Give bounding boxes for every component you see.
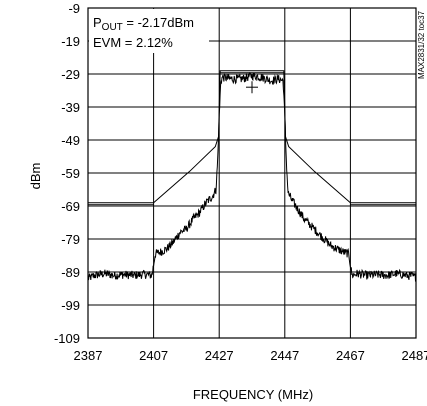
y-tick-label: -109 [54,331,80,346]
pout-annotation: POUT = -2.17dBm [93,15,194,33]
y-tick-labels: -9 -19 -29 -39 -49 -59 -69 -79 -89 -99 -109 [54,1,80,346]
x-tick-label: 2487 [402,348,427,363]
y-tick-label: -9 [68,1,80,16]
x-tick-labels: 2387 2407 2427 2447 2467 2487 [74,348,427,363]
y-tick-label: -49 [61,133,80,148]
y-tick-label: -59 [61,166,80,181]
y-tick-label: -99 [61,298,80,313]
x-tick-label: 2387 [74,348,103,363]
plot-area [87,70,417,282]
y-tick-label: -89 [61,265,80,280]
y-axis-title: dBm [28,163,43,190]
annotation-box: POUT = -2.17dBm EVM = 2.12% [93,15,194,50]
x-tick-label: 2407 [139,348,168,363]
spectrum-trace [87,72,417,282]
plot-frame [87,7,417,339]
annotation-backdrop [89,9,209,53]
grid [87,7,417,339]
x-tick-label: 2467 [336,348,365,363]
spectral-mask-line [88,70,416,204]
x-tick-label: 2427 [205,348,234,363]
y-tick-label: -39 [61,100,80,115]
y-tick-label: -69 [61,199,80,214]
y-tick-label: -79 [61,232,80,247]
y-tick-label: -29 [61,67,80,82]
evm-annotation: EVM = 2.12% [93,35,173,50]
x-axis-title: FREQUENCY (MHz) [193,387,313,402]
figure-id: MAX2831/32 toc37 [417,10,426,79]
y-tick-label: -19 [61,34,80,49]
x-tick-label: 2447 [270,348,299,363]
